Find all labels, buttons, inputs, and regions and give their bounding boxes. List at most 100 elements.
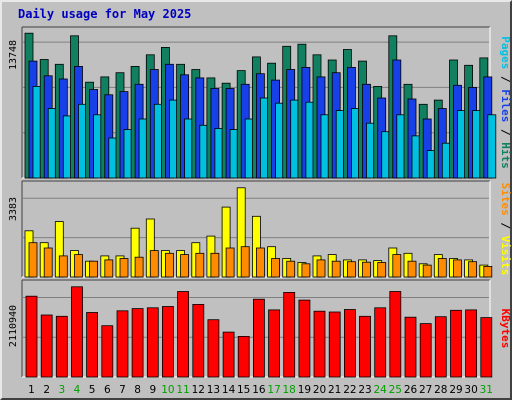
bar-sites-day-8: [134, 256, 144, 278]
x-tick-label-day-25: 25: [389, 384, 402, 396]
bar-kbytes-day-15: [237, 335, 250, 378]
bar-sites-day-18: [286, 260, 296, 278]
bar-sites-day-24: [377, 262, 387, 278]
bar-pages-day-13: [214, 128, 224, 179]
bar-pages-day-10: [168, 99, 178, 179]
legend-entry-visits: Visits: [499, 236, 512, 276]
bar-sites-day-21: [331, 260, 341, 278]
legend-entry-kbytes: KBytes: [499, 309, 512, 349]
bar-kbytes-day-27: [419, 323, 432, 378]
bar-sites-day-30: [468, 261, 478, 278]
panel-0-ymax-label: 13748: [8, 40, 19, 70]
bar-sites-day-29: [453, 259, 462, 278]
x-tick-label-day-22: 22: [343, 384, 356, 396]
x-tick-label-day-7: 7: [119, 384, 126, 396]
bar-kbytes-day-26: [404, 316, 417, 378]
bar-sites-day-28: [437, 258, 447, 278]
panel-2-ymax-label: 2110940: [8, 305, 19, 347]
bar-kbytes-day-6: [101, 325, 114, 378]
legend-entry-sites: Sites: [499, 183, 512, 216]
x-tick-label-day-19: 19: [298, 384, 311, 396]
bar-kbytes-day-21: [328, 311, 341, 378]
x-tick-label-day-17: 17: [267, 384, 280, 396]
x-tick-label-day-11: 11: [176, 384, 189, 396]
legend-separator: /: [499, 69, 512, 89]
x-tick-label-day-1: 1: [28, 384, 35, 396]
bar-kbytes-day-1: [25, 295, 38, 378]
bar-sites-day-20: [316, 259, 326, 278]
x-tick-label-day-21: 21: [328, 384, 341, 396]
bar-kbytes-day-13: [207, 319, 220, 378]
bar-kbytes-day-28: [434, 316, 447, 378]
bar-kbytes-day-2: [40, 314, 53, 378]
x-tick-label-day-24: 24: [374, 384, 388, 396]
legend-entry-hits: Hits: [499, 142, 512, 169]
x-tick-label-day-4: 4: [74, 384, 81, 396]
bar-pages-day-28: [441, 142, 451, 179]
bar-kbytes-day-12: [192, 303, 205, 378]
bar-sites-day-27: [422, 264, 432, 278]
bar-sites-day-9: [149, 250, 159, 278]
bar-sites-day-14: [225, 247, 235, 278]
bar-sites-day-2: [43, 247, 53, 278]
x-tick-label-day-3: 3: [58, 384, 65, 396]
x-tick-label-day-29: 29: [449, 384, 462, 396]
bar-sites-day-31: [483, 265, 493, 278]
bar-kbytes-day-24: [374, 307, 387, 378]
bar-sites-day-16: [255, 247, 265, 278]
x-tick-label-day-27: 27: [419, 384, 432, 396]
x-tick-label-day-18: 18: [283, 384, 296, 396]
x-tick-label-day-23: 23: [358, 384, 371, 396]
x-tick-label-day-26: 26: [404, 384, 418, 396]
bar-sites-day-12: [195, 252, 205, 278]
panel-0-legend: Pages / Files / Hits: [499, 36, 512, 169]
x-tick-label-day-20: 20: [313, 384, 326, 396]
bar-kbytes-day-4: [71, 286, 83, 378]
bar-kbytes-day-16: [252, 298, 265, 378]
bar-kbytes-day-9: [146, 307, 159, 378]
bar-kbytes-day-25: [389, 291, 402, 378]
bar-pages-day-20: [320, 114, 330, 179]
bar-sites-day-1: [28, 242, 38, 278]
panel-1-legend: Sites / Visits: [499, 183, 512, 276]
x-tick-label-day-28: 28: [434, 384, 447, 396]
x-tick-label-day-16: 16: [252, 384, 266, 396]
bar-kbytes-day-8: [131, 308, 144, 378]
bar-sites-day-5: [89, 260, 98, 278]
bar-kbytes-day-7: [116, 310, 129, 378]
bar-kbytes-day-20: [313, 310, 326, 378]
bar-pages-day-31: [487, 114, 497, 179]
x-tick-label-day-12: 12: [192, 384, 205, 396]
bar-kbytes-day-11: [177, 291, 190, 378]
bar-pages-day-5: [93, 114, 102, 179]
x-tick-label-day-10: 10: [161, 384, 174, 396]
bar-kbytes-day-18: [283, 291, 296, 378]
x-tick-label-day-30: 30: [464, 384, 477, 396]
legend-separator: /: [499, 216, 512, 236]
bar-kbytes-day-31: [480, 317, 493, 378]
bar-pages-day-25: [396, 114, 406, 179]
panel-1-ymax-label: 3383: [8, 197, 19, 221]
bar-pages-day-23: [366, 122, 375, 179]
x-tick-label-day-13: 13: [207, 384, 220, 396]
bar-sites-day-10: [164, 252, 174, 278]
bar-sites-day-15: [240, 246, 250, 278]
chart-title: Daily usage for May 2025: [18, 7, 192, 21]
bar-sites-day-6: [104, 259, 114, 278]
legend-separator: /: [499, 122, 512, 142]
bar-kbytes-day-19: [298, 299, 311, 378]
bar-sites-day-11: [180, 254, 190, 278]
bar-kbytes-day-3: [55, 315, 68, 378]
bar-kbytes-day-5: [86, 312, 98, 378]
x-tick-label-day-14: 14: [222, 384, 236, 396]
bar-kbytes-day-10: [161, 306, 174, 378]
bar-sites-day-23: [362, 261, 371, 278]
bar-kbytes-day-14: [222, 331, 235, 378]
legend-entry-pages: Pages: [499, 36, 512, 69]
legend-entry-files: Files: [499, 89, 512, 122]
bar-kbytes-day-30: [465, 309, 478, 378]
bar-sites-day-22: [346, 261, 356, 278]
bar-kbytes-day-17: [268, 309, 281, 378]
x-tick-label-day-31: 31: [480, 384, 493, 396]
